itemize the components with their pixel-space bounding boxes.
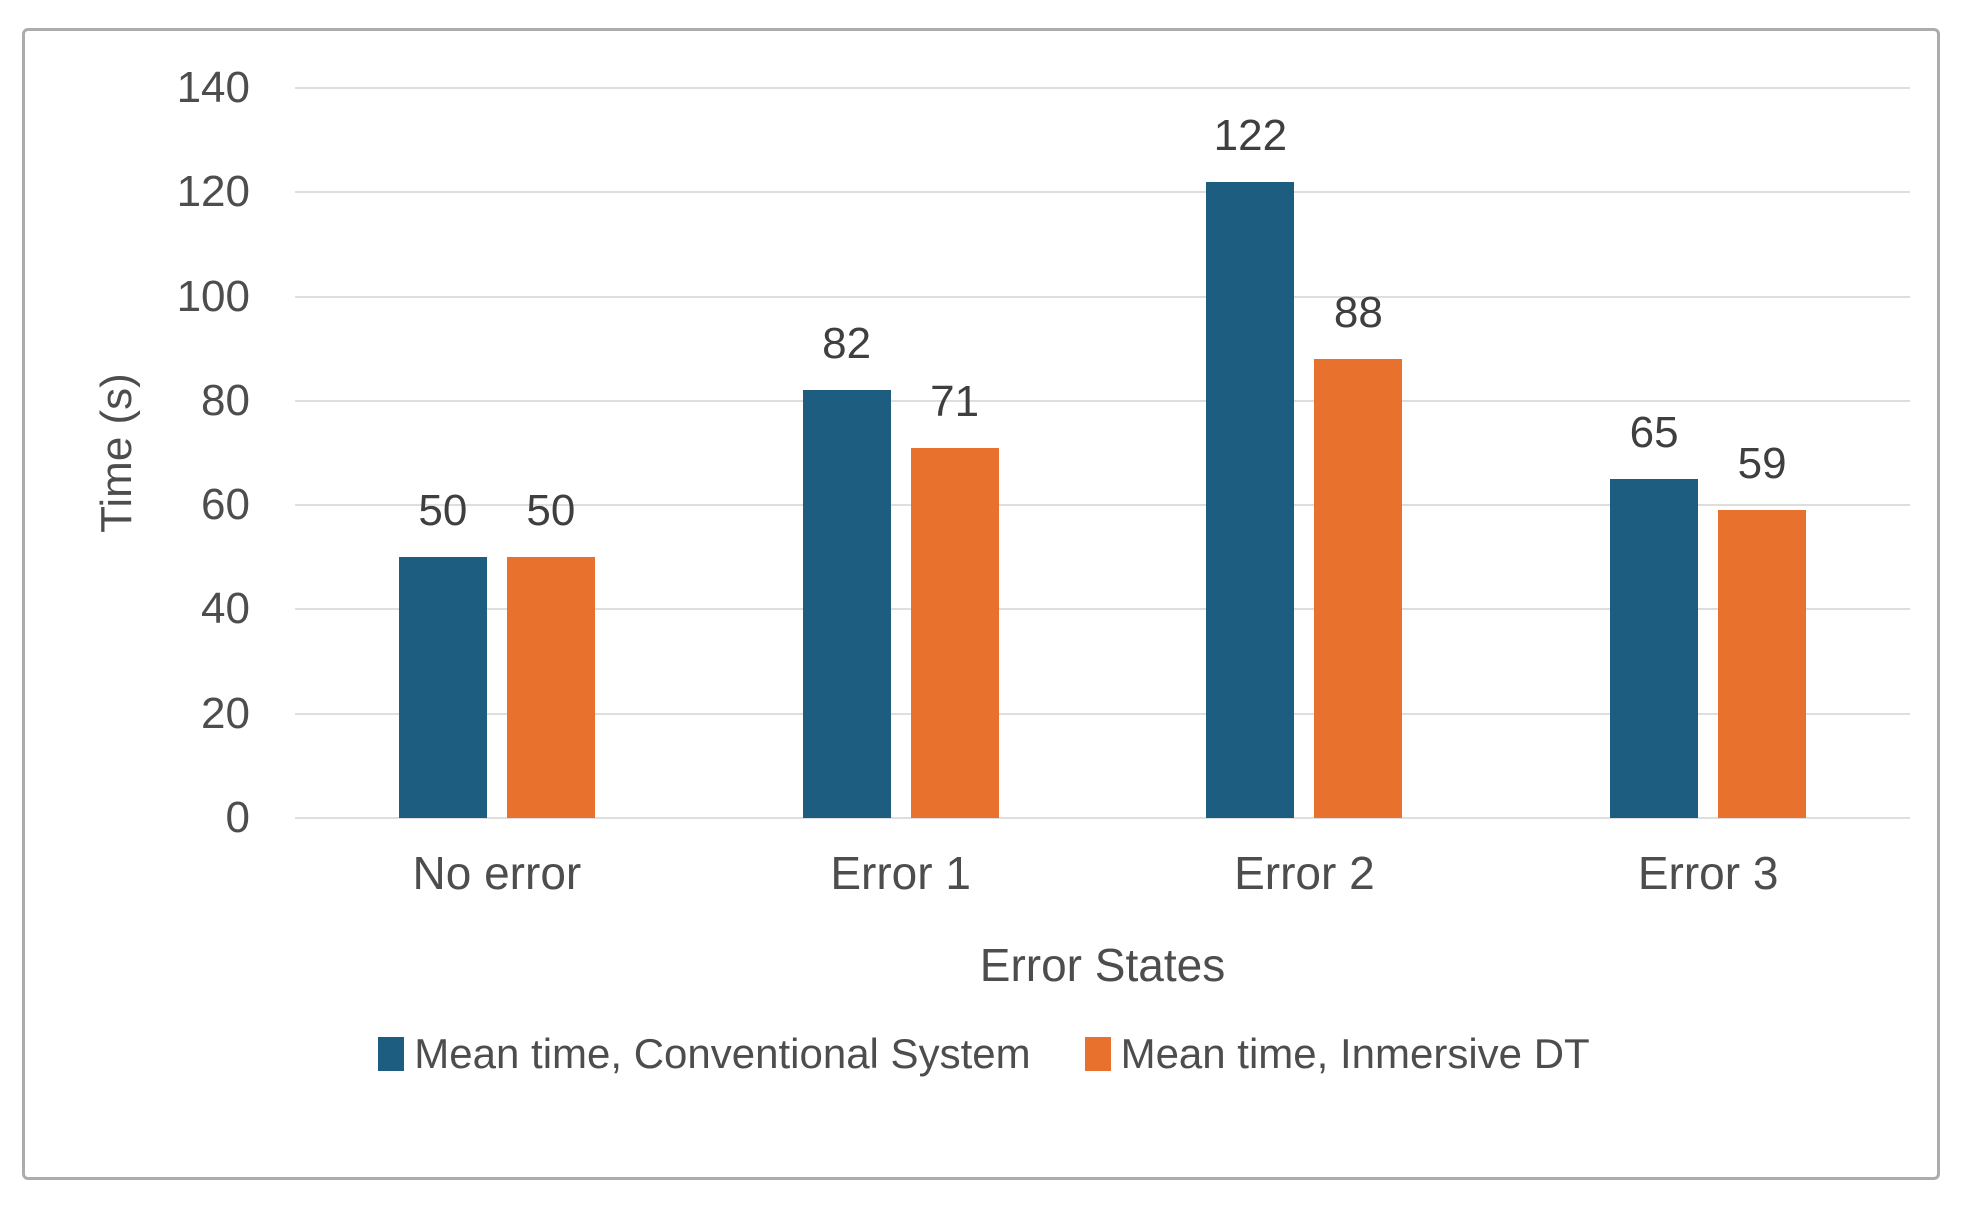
bar-group-error-3: 65 59 [1506, 88, 1910, 818]
legend-item-series2: Mean time, Inmersive DT [1084, 1030, 1590, 1078]
barwrap-series2-no-error: 50 [506, 485, 595, 818]
legend-swatch-icon [378, 1037, 405, 1071]
x-category-label-error-2: Error 2 [1234, 847, 1375, 899]
y-tick-label-140: 140 [176, 63, 250, 112]
x-category-label-error-1: Error 1 [830, 847, 971, 899]
barwrap-series2-error-2: 88 [1314, 287, 1403, 818]
gridline-y-120 [295, 191, 1910, 194]
legend-swatch-icon [1084, 1037, 1111, 1071]
data-label-series2-error-2: 88 [1333, 287, 1383, 337]
gridline-y-0 [295, 817, 1910, 819]
gridline-y-40 [295, 608, 1910, 611]
bar-series2-error-1 [910, 448, 999, 818]
bar-series1-error-2 [1206, 182, 1295, 818]
y-tick-label-120: 120 [176, 167, 250, 217]
barwrap-series1-error-3: 65 [1610, 407, 1699, 818]
legend-label-series2: Mean time, Inmersive DT [1120, 1030, 1590, 1077]
barwrap-series1-no-error: 50 [398, 485, 487, 818]
legend-label-series1: Mean time, Conventional System [414, 1030, 1031, 1077]
legend: Mean time, Conventional System Mean time,… [0, 1030, 1968, 1078]
y-tick-label-100: 100 [176, 271, 250, 321]
gridline-y-140 [295, 87, 1910, 89]
y-tick-label-0: 0 [225, 793, 250, 842]
bar-group-error-2: 122 88 [1103, 88, 1507, 818]
gridline-y-20 [295, 712, 1910, 715]
y-tick-label-20: 20 [201, 688, 250, 738]
plot-area: 50 50 82 71 122 88 65 59 [295, 87, 1910, 819]
data-label-series1-error-1: 82 [822, 318, 872, 368]
barwrap-series2-error-1: 71 [910, 376, 999, 818]
barwrap-series2-error-3: 59 [1718, 438, 1807, 818]
barwrap-series1-error-1: 82 [802, 318, 891, 818]
gridline-y-80 [295, 399, 1910, 402]
data-label-series2-error-3: 59 [1737, 438, 1787, 488]
x-category-label-error-3: Error 3 [1637, 847, 1779, 899]
data-label-series1-error-3: 65 [1629, 407, 1679, 457]
x-axis-title: Error States [979, 939, 1226, 991]
x-axis-category-labels: No error Error 1 Error 2 Error 3 [295, 846, 1910, 900]
bar-series1-error-3 [1610, 479, 1699, 818]
data-label-series2-error-1: 71 [930, 376, 980, 426]
y-tick-label-60: 60 [201, 480, 250, 530]
bar-series2-error-3 [1718, 510, 1807, 818]
barwrap-series1-error-2: 122 [1206, 110, 1295, 818]
bar-series2-no-error [506, 557, 595, 818]
data-label-series1-error-2: 122 [1213, 110, 1288, 160]
bar-series1-error-1 [802, 390, 891, 818]
gridline-y-60 [295, 504, 1910, 507]
y-tick-label-80: 80 [201, 375, 250, 425]
bar-group-error-1: 82 71 [699, 88, 1103, 818]
y-tick-label-40: 40 [201, 584, 250, 634]
bar-series1-no-error [398, 557, 487, 818]
legend-item-series1: Mean time, Conventional System [378, 1030, 1031, 1078]
x-category-label-no-error: No error [412, 847, 582, 899]
bar-group-no-error: 50 50 [295, 88, 699, 818]
gridline-y-100 [295, 295, 1910, 298]
bar-series2-error-2 [1314, 359, 1403, 818]
data-label-series2-no-error: 50 [526, 485, 576, 535]
y-axis-tick-labels: 140 120 100 80 60 40 20 0 [110, 63, 250, 842]
data-label-series1-no-error: 50 [418, 485, 468, 535]
